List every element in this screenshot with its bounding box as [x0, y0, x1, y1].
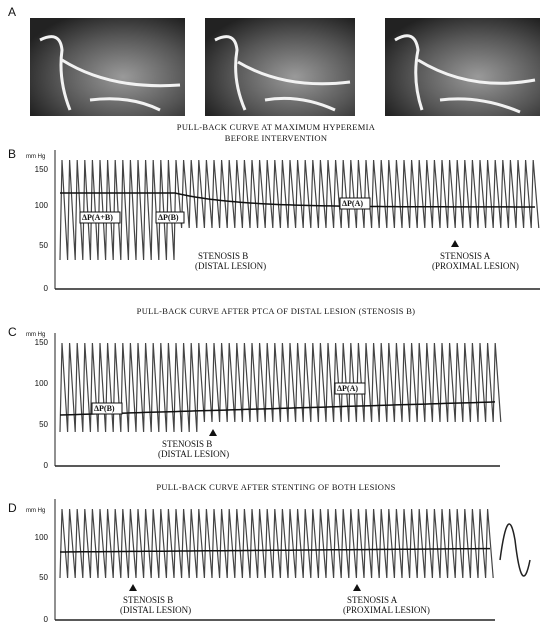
y-tick-label: 100	[35, 533, 49, 542]
y-tick-label: 50	[39, 241, 48, 250]
annotation-box: ΔP(A)	[334, 382, 366, 395]
annotation-box: ΔP(A)	[339, 197, 371, 210]
caption: PULL-BACK CURVE AFTER STENTING OF BOTH L…	[156, 482, 395, 492]
panel-label: D	[8, 501, 17, 515]
mean-line	[60, 192, 535, 208]
arrow	[129, 584, 137, 591]
y-tick-label: 0	[44, 461, 49, 470]
pressure-trace	[54, 333, 502, 467]
axis-unit: mm Hg	[26, 154, 45, 160]
mean-line	[60, 547, 490, 553]
annotation-box: ΔP(B)	[91, 402, 123, 415]
caption: BEFORE INTERVENTION	[225, 133, 328, 143]
annotation: ΔP(A+B)	[82, 213, 113, 222]
arrow	[451, 240, 459, 247]
pressure-trace	[54, 499, 495, 621]
y-tick-label: 150	[35, 338, 49, 347]
y-tick-label: 0	[44, 615, 49, 624]
y-tick-label: 50	[39, 573, 48, 582]
caption: PULL-BACK CURVE AFTER PTCA OF DISTAL LES…	[137, 306, 416, 316]
caption: PULL-BACK CURVE AT MAXIMUM HYPEREMIA	[177, 122, 376, 132]
stenosis-label: STENOSIS B	[162, 439, 212, 449]
annotation-box: ΔP(A+B)	[79, 211, 121, 224]
y-tick-label: 100	[35, 201, 49, 210]
axis-unit: mm Hg	[26, 508, 45, 514]
stenosis-label: STENOSIS B	[198, 251, 248, 261]
annotation: ΔP(A)	[342, 199, 363, 208]
y-tick-label: 150	[35, 165, 49, 174]
angiograms	[30, 18, 540, 116]
stenosis-label: STENOSIS A	[347, 595, 398, 605]
pressure-trace	[54, 150, 540, 290]
panel-label: B	[8, 147, 16, 161]
y-tick-label: 0	[44, 284, 49, 293]
stenosis-label: (DISTAL LESION)	[158, 449, 229, 459]
stenosis-label: (DISTAL LESION)	[120, 605, 191, 615]
panel-label: C	[8, 325, 17, 339]
annotation: ΔP(B)	[158, 213, 179, 222]
axis-unit: mm Hg	[26, 332, 45, 338]
panel-label: A	[8, 5, 16, 19]
mean-line	[59, 401, 496, 416]
y-tick-label: 100	[35, 379, 49, 388]
y-tick-label: 50	[39, 420, 48, 429]
waveform	[59, 342, 502, 433]
single-beat	[499, 523, 531, 577]
annotation: ΔP(A)	[337, 384, 358, 393]
annotation: ΔP(B)	[94, 404, 115, 413]
stenosis-label: STENOSIS A	[440, 251, 491, 261]
arrow	[353, 584, 361, 591]
annotation-box: ΔP(B)	[155, 211, 185, 224]
stenosis-label: (PROXIMAL LESION)	[432, 261, 519, 271]
stenosis-label: (PROXIMAL LESION)	[343, 605, 430, 615]
waveform	[59, 508, 494, 579]
waveform	[59, 159, 540, 261]
stenosis-label: (DISTAL LESION)	[195, 261, 266, 271]
stenosis-label: STENOSIS B	[123, 595, 173, 605]
arrow	[209, 429, 217, 436]
